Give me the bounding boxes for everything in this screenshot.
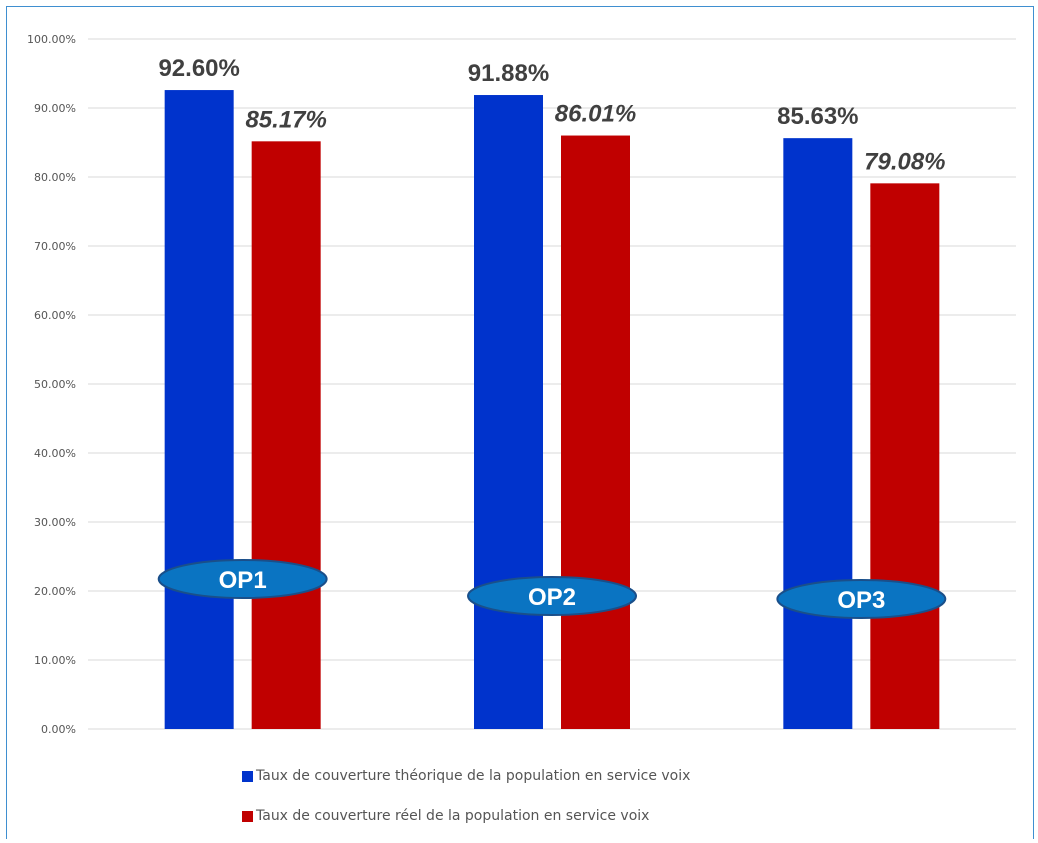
bar-theoretical-op2 [474,95,543,729]
y-tick-label: 60.00% [34,309,76,322]
y-axis: 0.00% 10.00% 20.00% 30.00% 40.00% 50.00% 60.00… [27,33,76,736]
y-tick-label: 30.00% [34,516,76,529]
legend-label-real: Taux de couverture réel de la population… [256,808,650,824]
data-label-theoretical-op2: 91.88% [468,60,549,87]
bars [164,90,940,729]
chart-frame [6,6,1034,839]
y-tick-label: 50.00% [34,378,76,391]
bar-real-op3 [870,183,940,729]
category-badge-op3 [776,579,947,619]
y-tick-label: 40.00% [34,447,76,460]
y-tick-label: 0.00% [41,723,76,736]
legend-swatch-real [242,810,253,822]
data-label-real-op2: 86.01% [555,101,636,128]
bar-chart: 0.00% 10.00% 20.00% 30.00% 40.00% 50.00% 60.00… [27,33,1016,736]
data-labels: 92.60%85.17% 91.88%86.01% 85.63%79.08% [158,55,945,175]
legend-swatch-theoretical [242,770,253,782]
data-label-theoretical-op3: 85.63% [777,103,858,130]
y-tick-label: 20.00% [34,585,76,598]
category-badge-op1 [157,559,328,599]
bar-theoretical-op3 [783,138,853,729]
y-tick-label: 100.00% [27,33,76,46]
category-badge-op2 [467,576,637,616]
gridlines [88,38,1016,730]
legend-item-theoretical: Taux de couverture théorique de la popul… [242,768,690,784]
data-label-theoretical-op1: 92.60% [158,55,239,82]
category-label-op1: OP1 [219,567,267,594]
y-tick-label: 70.00% [34,240,76,253]
y-tick-label: 80.00% [34,171,76,184]
legend-label-theoretical: Taux de couverture théorique de la popul… [256,768,691,784]
y-tick-label: 90.00% [34,102,76,115]
bar-real-op2 [561,135,630,729]
legend-item-real: Taux de couverture réel de la population… [242,808,649,824]
bar-real-op1 [251,141,321,729]
data-label-real-op1: 85.17% [245,106,326,133]
bar-theoretical-op1 [164,90,234,729]
category-label-op2: OP2 [528,584,576,611]
y-tick-label: 10.00% [34,654,76,667]
data-label-real-op3: 79.08% [864,148,945,175]
category-badges: OP1 OP2 OP3 [157,559,947,619]
category-label-op3: OP3 [837,587,885,614]
